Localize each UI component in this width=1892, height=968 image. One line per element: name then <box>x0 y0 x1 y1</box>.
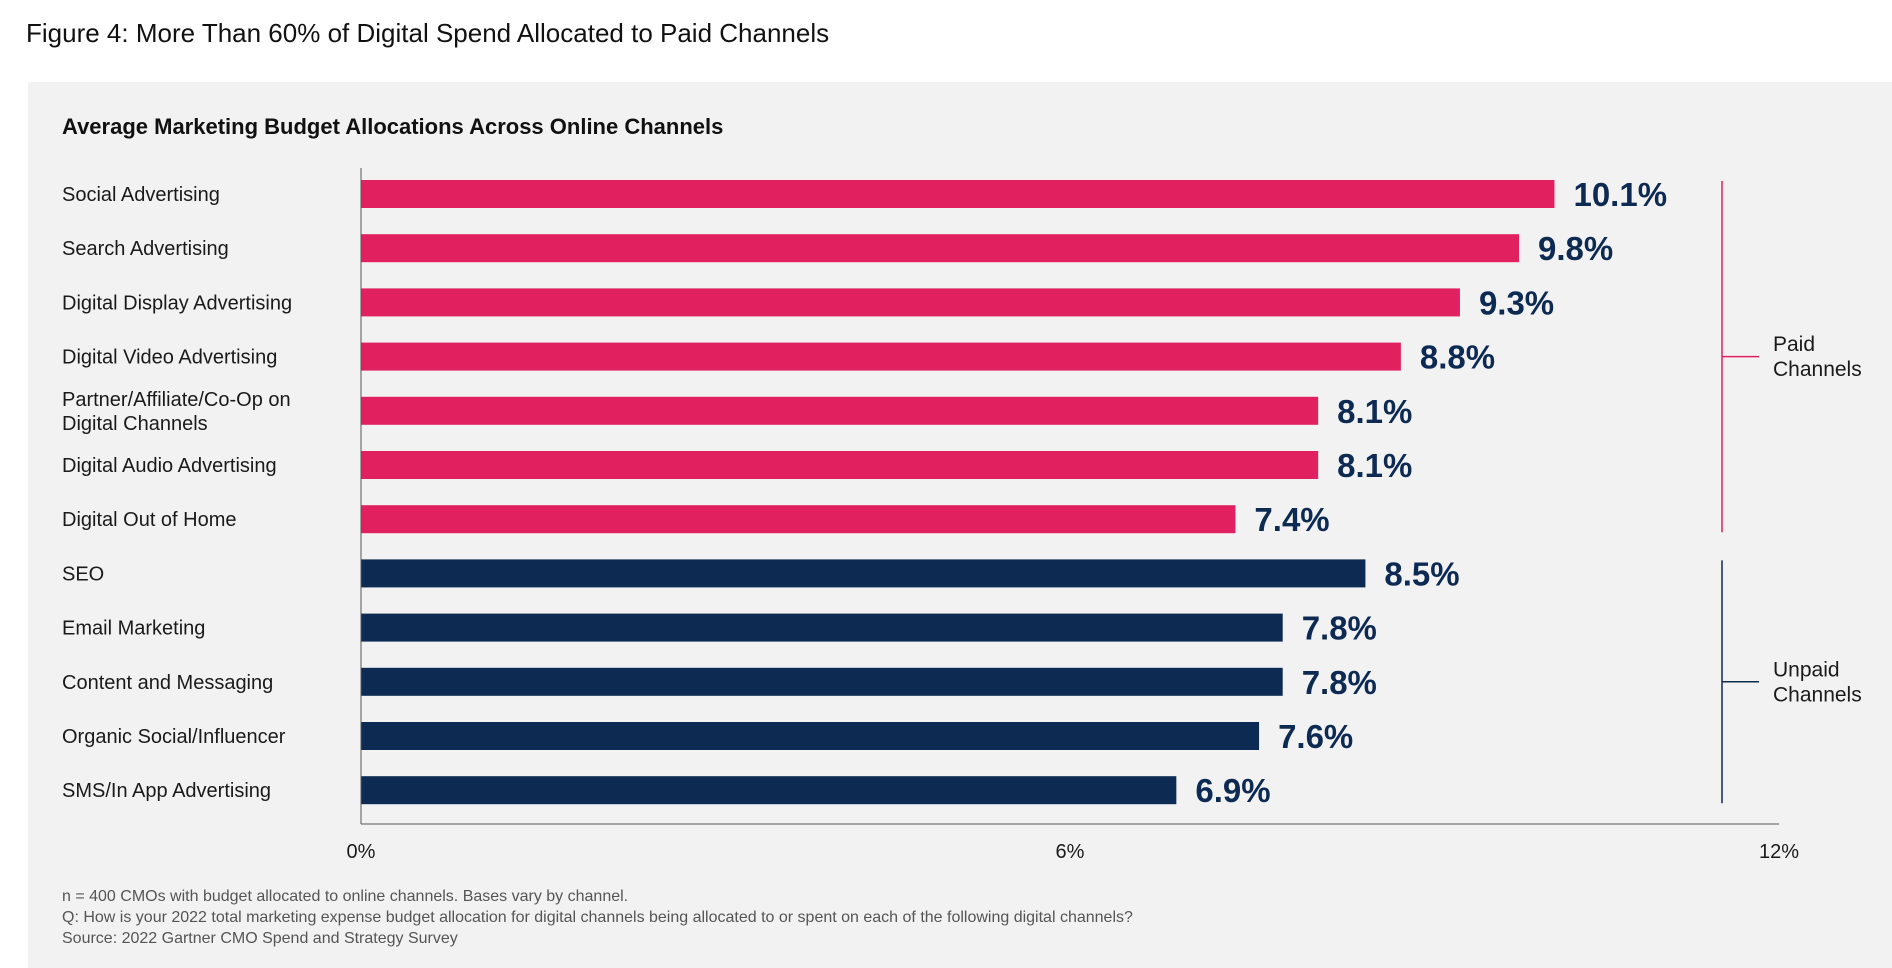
value-label-7: 7.4% <box>1254 501 1329 538</box>
value-label-11: 7.6% <box>1278 718 1353 755</box>
group-label-2: Unpaid Channels <box>1773 658 1862 706</box>
value-label-4: 8.8% <box>1420 339 1495 376</box>
footnote-question: Q: How is your 2022 total marketing expe… <box>62 909 1133 926</box>
category-labels: Social Advertising Search Advertising Digi… <box>62 184 292 802</box>
footnotes: n = 400 CMOs with budget allocated to on… <box>62 886 1133 949</box>
category-label-line: SMS/In App Advertising <box>62 780 271 802</box>
category-label-1: Social Advertising <box>62 184 220 206</box>
value-labels: 10.1%9.8%9.3%8.8%8.1%8.1%7.4%8.5%7.8%7.8… <box>1195 176 1667 809</box>
category-label-line: Digital Video Advertising <box>62 347 277 369</box>
category-label-line: Partner/Affiliate/Co-Op on <box>62 389 291 411</box>
bar-8 <box>361 559 1366 588</box>
bar-4 <box>361 342 1401 371</box>
category-label-line: Digital Channels <box>62 413 208 435</box>
bar-6 <box>361 451 1319 479</box>
category-label-line: Digital Out of Home <box>62 509 237 531</box>
category-label-2: Search Advertising <box>62 238 229 260</box>
bar-9 <box>361 613 1283 642</box>
group-label-line: Paid <box>1773 333 1815 356</box>
category-label-line: Digital Display Advertising <box>62 292 292 314</box>
value-label-12: 6.9% <box>1195 772 1270 809</box>
category-label-line: Search Advertising <box>62 238 229 260</box>
group-label-line: Unpaid <box>1773 658 1840 681</box>
figure-title: Figure 4: More Than 60% of Digital Spend… <box>26 18 830 48</box>
value-label-6: 8.1% <box>1337 447 1412 484</box>
group-label-line: Channels <box>1773 358 1862 381</box>
category-label-line: Organic Social/Influencer <box>62 726 286 748</box>
value-label-10: 7.8% <box>1302 664 1377 701</box>
category-label-3: Digital Display Advertising <box>62 292 292 314</box>
bar-11 <box>361 722 1260 750</box>
value-label-1: 10.1% <box>1573 176 1667 213</box>
category-label-10: Content and Messaging <box>62 672 273 694</box>
x-tick-label-1: 0% <box>347 841 376 863</box>
footnote-sample: n = 400 CMOs with budget allocated to on… <box>62 888 629 905</box>
bars <box>361 180 1555 805</box>
category-label-line: Email Marketing <box>62 618 205 640</box>
bar-10 <box>361 667 1283 696</box>
bar-1 <box>361 180 1555 208</box>
bar-7 <box>361 505 1236 534</box>
bar-2 <box>361 234 1520 263</box>
x-tick-label-2: 6% <box>1056 841 1085 863</box>
category-label-12: SMS/In App Advertising <box>62 780 271 802</box>
category-label-7: Digital Out of Home <box>62 509 237 531</box>
category-label-11: Organic Social/Influencer <box>62 726 286 748</box>
category-label-line: Content and Messaging <box>62 672 273 694</box>
value-label-3: 9.3% <box>1479 284 1554 321</box>
category-label-5: Partner/Affiliate/Co-Op on Digital Channe… <box>62 389 291 435</box>
category-label-line: SEO <box>62 563 104 585</box>
category-label-4: Digital Video Advertising <box>62 347 277 369</box>
value-label-9: 7.8% <box>1302 610 1377 647</box>
group-label-line: Channels <box>1773 683 1862 706</box>
group-label-1: Paid Channels <box>1773 333 1862 381</box>
category-label-line: Digital Audio Advertising <box>62 455 277 477</box>
footnote-source: Source: 2022 Gartner CMO Spend and Strat… <box>62 930 458 947</box>
bar-5 <box>361 396 1319 425</box>
value-label-5: 8.1% <box>1337 393 1412 430</box>
category-label-8: SEO <box>62 563 104 585</box>
axes: 0% 6% 12% <box>347 168 1799 863</box>
chart-title: Average Marketing Budget Allocations Acr… <box>62 114 724 139</box>
value-label-8: 8.5% <box>1384 555 1459 592</box>
bar-12 <box>361 776 1177 805</box>
value-label-2: 9.8% <box>1538 230 1613 267</box>
category-label-9: Email Marketing <box>62 618 205 640</box>
category-label-line: Social Advertising <box>62 184 220 206</box>
bar-3 <box>361 288 1460 317</box>
category-label-6: Digital Audio Advertising <box>62 455 277 477</box>
x-tick-label-3: 12% <box>1759 841 1799 863</box>
